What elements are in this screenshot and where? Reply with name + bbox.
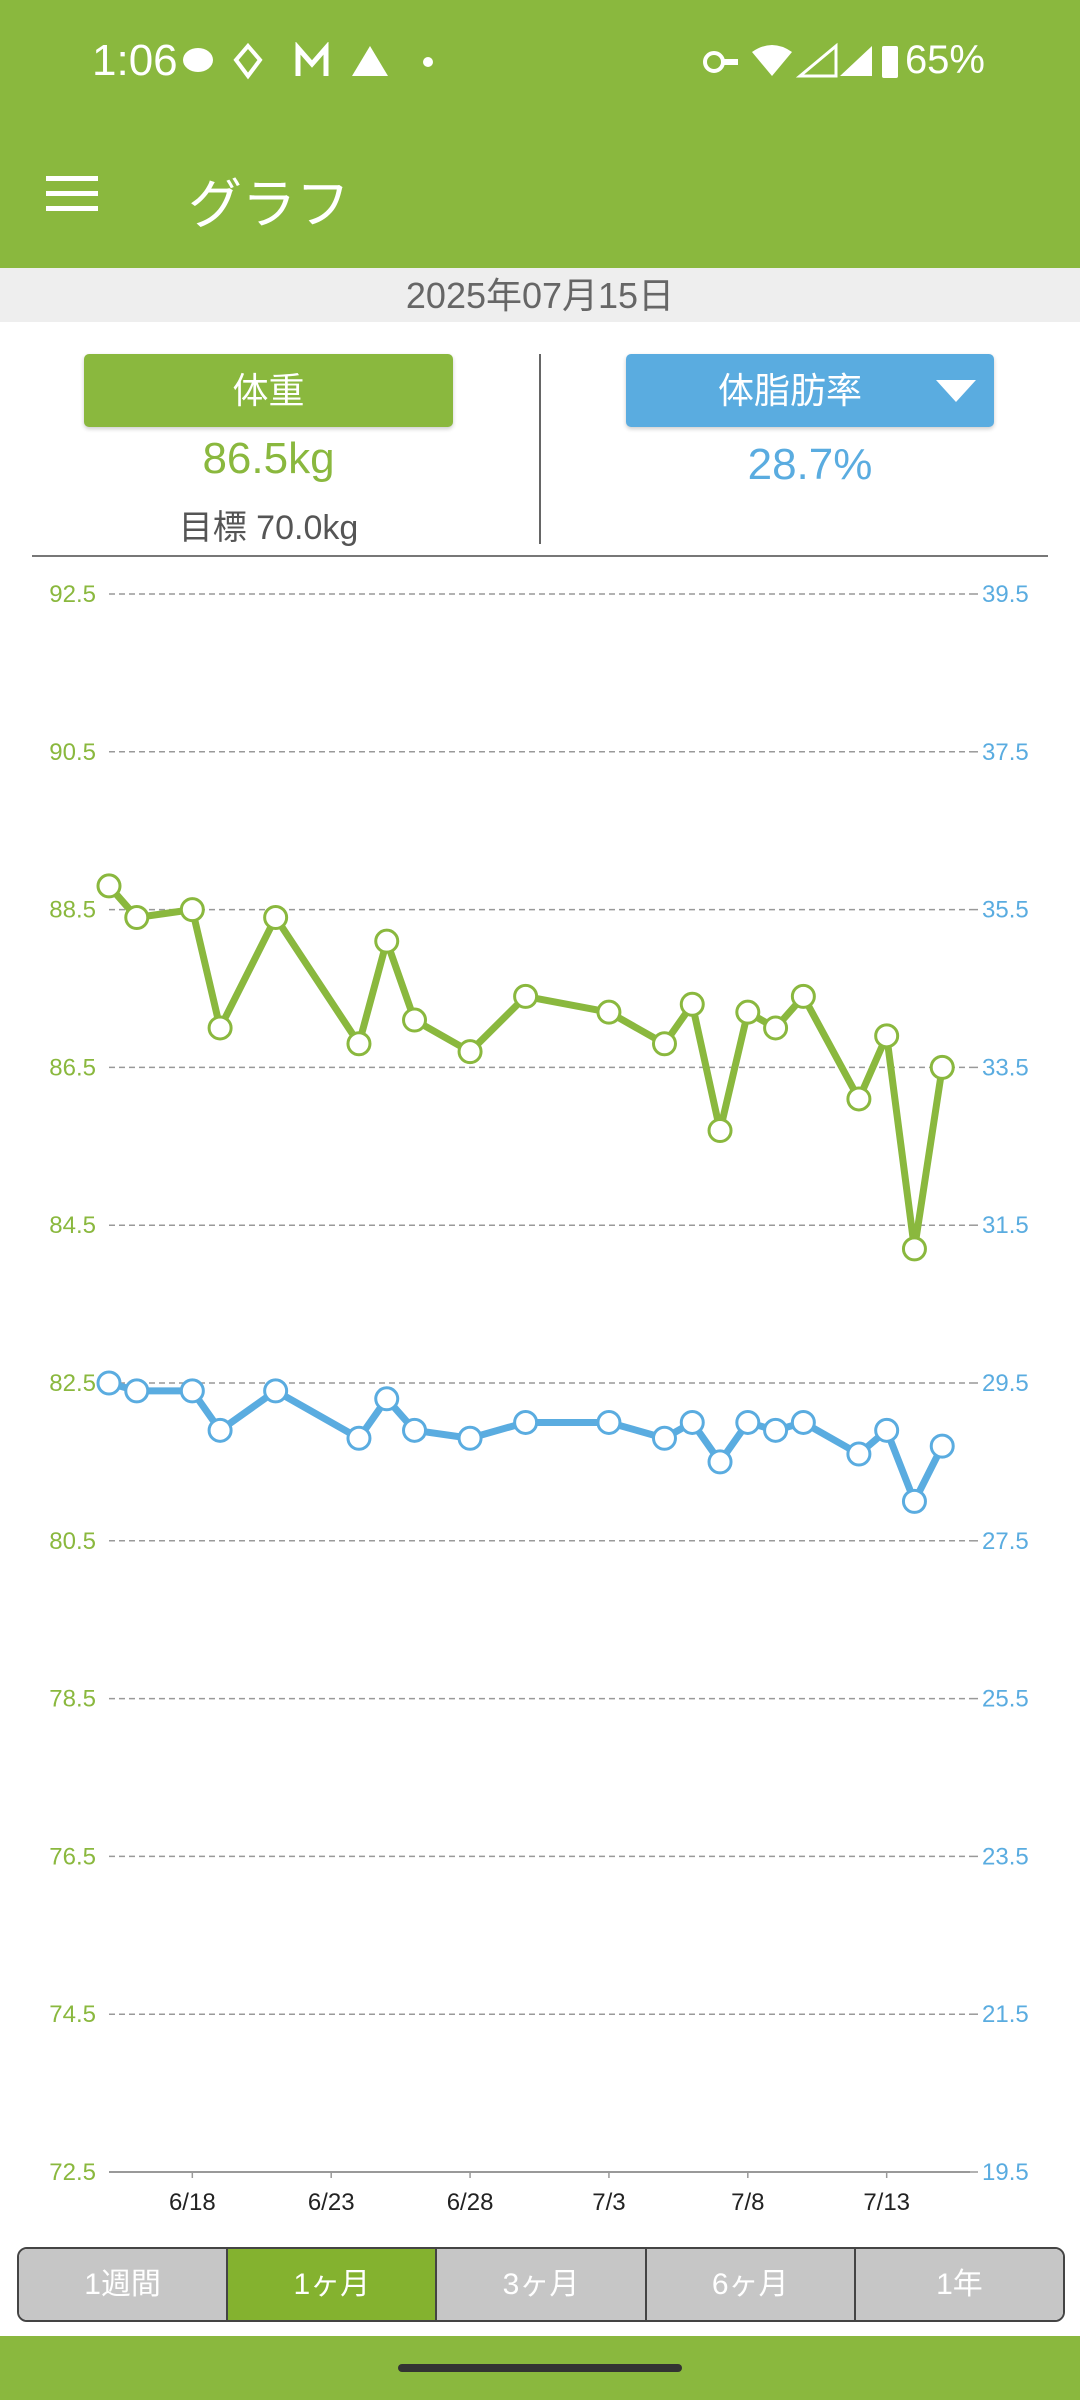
app-header: 1:06 65% グラフ — [0, 0, 1080, 268]
y-tick-label: 84.5 — [49, 1212, 96, 1239]
data-point — [929, 1433, 955, 1459]
data-point — [763, 1015, 789, 1041]
series-line — [108, 1379, 946, 1505]
data-point — [513, 1409, 539, 1435]
chart: 72.5 74.5 76.5 78.5 80.5 82.5 84.5 86.5 88.5 90.5… — [49, 581, 1029, 2216]
data-point — [207, 1417, 233, 1443]
period-tabs: 1週間 1ヶ月 3ヶ月 6ヶ月 1年 — [17, 2247, 1065, 2322]
y2-tick-label: 19.5 — [982, 2159, 1029, 2186]
period-tab[interactable]: 6ヶ月 — [644, 2249, 854, 2320]
weight-button[interactable]: 体重 — [84, 354, 453, 427]
period-tab[interactable]: 1年 — [853, 2249, 1063, 2320]
data-point — [651, 1031, 677, 1057]
data-point — [124, 904, 150, 930]
y2-tick-label: 29.5 — [982, 1370, 1029, 1397]
y-tick-label: 90.5 — [49, 739, 96, 766]
data-point — [96, 1370, 122, 1396]
data-point — [735, 999, 761, 1025]
data-point — [901, 1488, 927, 1514]
data-point — [596, 999, 622, 1025]
data-point — [263, 904, 289, 930]
y-tick-label: 74.5 — [49, 2001, 96, 2028]
navigation-bar — [0, 2336, 1080, 2400]
data-point — [874, 1417, 900, 1443]
data-point — [513, 983, 539, 1009]
data-point — [374, 1386, 400, 1412]
data-point — [346, 1031, 372, 1057]
y-tick-label: 86.5 — [49, 1054, 96, 1081]
data-point — [96, 873, 122, 899]
y-tick-label: 82.5 — [49, 1370, 96, 1397]
separator — [32, 555, 1048, 557]
status-battery: 65% — [904, 38, 985, 82]
period-tab[interactable]: 1ヶ月 — [226, 2249, 436, 2320]
fat-value: 28.7% — [747, 440, 873, 489]
x-tick-label: 7/3 — [592, 2189, 625, 2216]
data-point — [651, 1425, 677, 1451]
divider — [539, 354, 541, 544]
data-point — [402, 1007, 428, 1033]
y2-tick-label: 37.5 — [982, 739, 1029, 766]
weight-value: 86.5kg — [202, 434, 335, 483]
data-point — [901, 1236, 927, 1262]
menu-button[interactable] — [46, 174, 98, 214]
y2-tick-label: 21.5 — [982, 2001, 1029, 2028]
data-point — [735, 1409, 761, 1435]
y2-tick-label: 39.5 — [982, 581, 1029, 608]
x-tick-label: 6/23 — [308, 2189, 355, 2216]
y2-tick-label: 35.5 — [982, 897, 1029, 924]
data-point — [707, 1449, 733, 1475]
y-tick-label: 92.5 — [49, 581, 96, 608]
x-tick-label: 6/28 — [447, 2189, 494, 2216]
data-point — [763, 1417, 789, 1443]
period-tab[interactable]: 3ヶ月 — [435, 2249, 645, 2320]
data-point — [874, 1023, 900, 1049]
status-system-icons — [703, 42, 898, 78]
y2-tick-label: 23.5 — [982, 1843, 1029, 1870]
data-point — [929, 1054, 955, 1080]
data-point — [207, 1015, 233, 1041]
data-point — [846, 1086, 872, 1112]
data-point — [846, 1441, 872, 1467]
dropdown-arrow[interactable] — [936, 380, 976, 402]
data-point — [457, 1039, 483, 1065]
status-time: 1:06 — [92, 36, 178, 85]
screen-title: グラフ — [188, 175, 350, 235]
period-tab[interactable]: 1週間 — [19, 2249, 227, 2320]
y-tick-label: 78.5 — [49, 1686, 96, 1713]
data-point — [790, 983, 816, 1009]
x-tick-label: 7/8 — [731, 2189, 764, 2216]
data-point — [346, 1425, 372, 1451]
weight-goal: 目標 70.0kg — [178, 509, 359, 547]
home-handle — [398, 2364, 682, 2372]
data-point — [679, 991, 705, 1017]
y-tick-label: 72.5 — [49, 2159, 96, 2186]
y-tick-label: 88.5 — [49, 897, 96, 924]
data-point — [124, 1378, 150, 1404]
y-tick-label: 76.5 — [49, 1843, 96, 1870]
date-label: 2025年07月15日 — [0, 268, 1080, 322]
status-icons — [183, 42, 433, 80]
x-tick-label: 6/18 — [169, 2189, 216, 2216]
y2-tick-label: 25.5 — [982, 1686, 1029, 1713]
data-point — [707, 1118, 733, 1144]
data-point — [679, 1409, 705, 1435]
data-point — [790, 1409, 816, 1435]
y2-tick-label: 33.5 — [982, 1054, 1029, 1081]
x-tick-label: 7/13 — [863, 2189, 910, 2216]
data-point — [179, 897, 205, 923]
y-tick-label: 80.5 — [49, 1528, 96, 1555]
data-point — [179, 1378, 205, 1404]
data-point — [402, 1417, 428, 1443]
y2-tick-label: 31.5 — [982, 1212, 1029, 1239]
data-point — [596, 1409, 622, 1435]
y2-tick-label: 27.5 — [982, 1528, 1029, 1555]
fat-button[interactable]: 体脂肪率 — [626, 354, 994, 427]
data-point — [457, 1425, 483, 1451]
data-point — [263, 1378, 289, 1404]
data-point — [374, 928, 400, 954]
